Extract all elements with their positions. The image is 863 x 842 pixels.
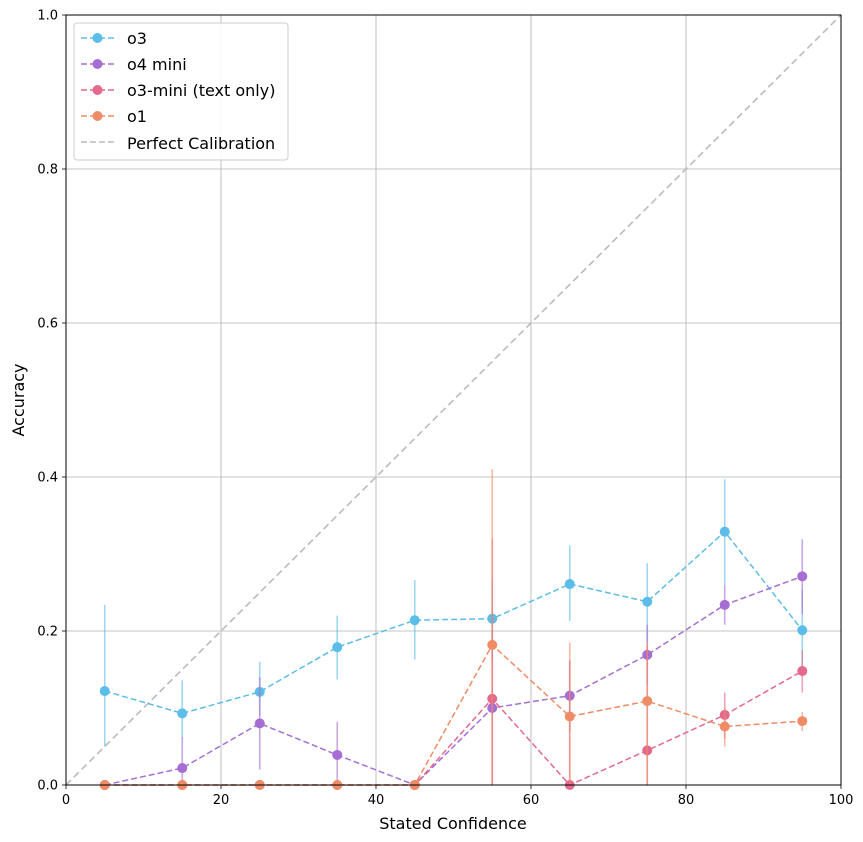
point-o3: [719, 526, 730, 537]
x-tick-label: 60: [523, 793, 540, 808]
perfect-calibration-line: [65, 14, 842, 786]
point-o3: [332, 642, 343, 653]
x-tick-label: 0: [62, 793, 70, 808]
point-o3: [642, 596, 653, 607]
legend-item-o3: o3: [81, 29, 147, 48]
point-o4-mini: [719, 599, 730, 610]
x-axis-ticks: 0 20 40 60 80 100: [62, 785, 854, 808]
legend-label-o3-mini: o3-mini (text only): [127, 81, 275, 100]
point-o3: [99, 686, 110, 697]
legend-label-o4-mini: o4 mini: [127, 55, 187, 74]
series-layer: [99, 469, 808, 790]
legend-marker-o4-mini: [92, 59, 103, 69]
legend-marker-o1: [92, 111, 103, 121]
y-axis-ticks: 0.0 0.2 0.4 0.6 0.8 1.0: [37, 9, 66, 794]
y-axis-label: Accuracy: [9, 363, 28, 436]
line-o4-mini: [104, 575, 803, 786]
y-tick-label: 0.2: [37, 625, 58, 640]
y-tick-label: 0.4: [37, 471, 58, 486]
point-o3: [797, 625, 808, 636]
y-tick-label: 0.6: [37, 317, 58, 332]
x-tick-label: 80: [678, 793, 695, 808]
x-tick-label: 20: [213, 793, 230, 808]
point-o4-mini: [332, 749, 343, 760]
x-axis-label: Stated Confidence: [379, 814, 527, 833]
x-tick-label: 40: [368, 793, 385, 808]
legend-label-perfect-calibration: Perfect Calibration: [127, 134, 275, 153]
legend-item-o1: o1: [81, 107, 147, 126]
x-tick-label: 100: [829, 793, 854, 808]
legend-label-o3: o3: [127, 29, 147, 48]
legend-marker-o3: [92, 33, 103, 43]
legend-item-o4-mini: o4 mini: [81, 55, 187, 74]
point-o3: [564, 579, 575, 590]
series-o1: [99, 469, 808, 790]
legend-frame: [73, 22, 289, 161]
point-o3: [409, 615, 420, 626]
point-o3: [177, 708, 188, 719]
reference-line-layer: [65, 14, 842, 786]
point-o4-mini: [177, 763, 188, 774]
line-o1: [104, 643, 803, 786]
point-o1: [564, 711, 575, 722]
y-tick-label: 1.0: [37, 9, 58, 24]
line-o3: [104, 530, 803, 715]
point-o1: [719, 721, 730, 732]
point-o1: [487, 639, 498, 650]
y-tick-label: 0.0: [37, 779, 58, 794]
plot-area-frame: [65, 14, 842, 786]
line-o3-mini-text-only: [104, 670, 803, 786]
point-o4-mini: [254, 718, 265, 729]
point-o3-mini-text-only: [797, 666, 808, 677]
point-o4-mini: [797, 571, 808, 582]
point-o1: [797, 716, 808, 727]
legend-label-o1: o1: [127, 107, 147, 126]
legend-item-o3-mini: o3-mini (text only): [81, 81, 275, 100]
legend: o3 o4 mini o3-mini (text only) o1 Perfec…: [73, 22, 289, 161]
legend-marker-o3-mini: [92, 85, 103, 95]
y-tick-label: 0.8: [37, 163, 58, 178]
grid: [65, 14, 842, 786]
point-o1: [642, 696, 653, 707]
legend-item-perfect-calibration: Perfect Calibration: [81, 134, 275, 153]
